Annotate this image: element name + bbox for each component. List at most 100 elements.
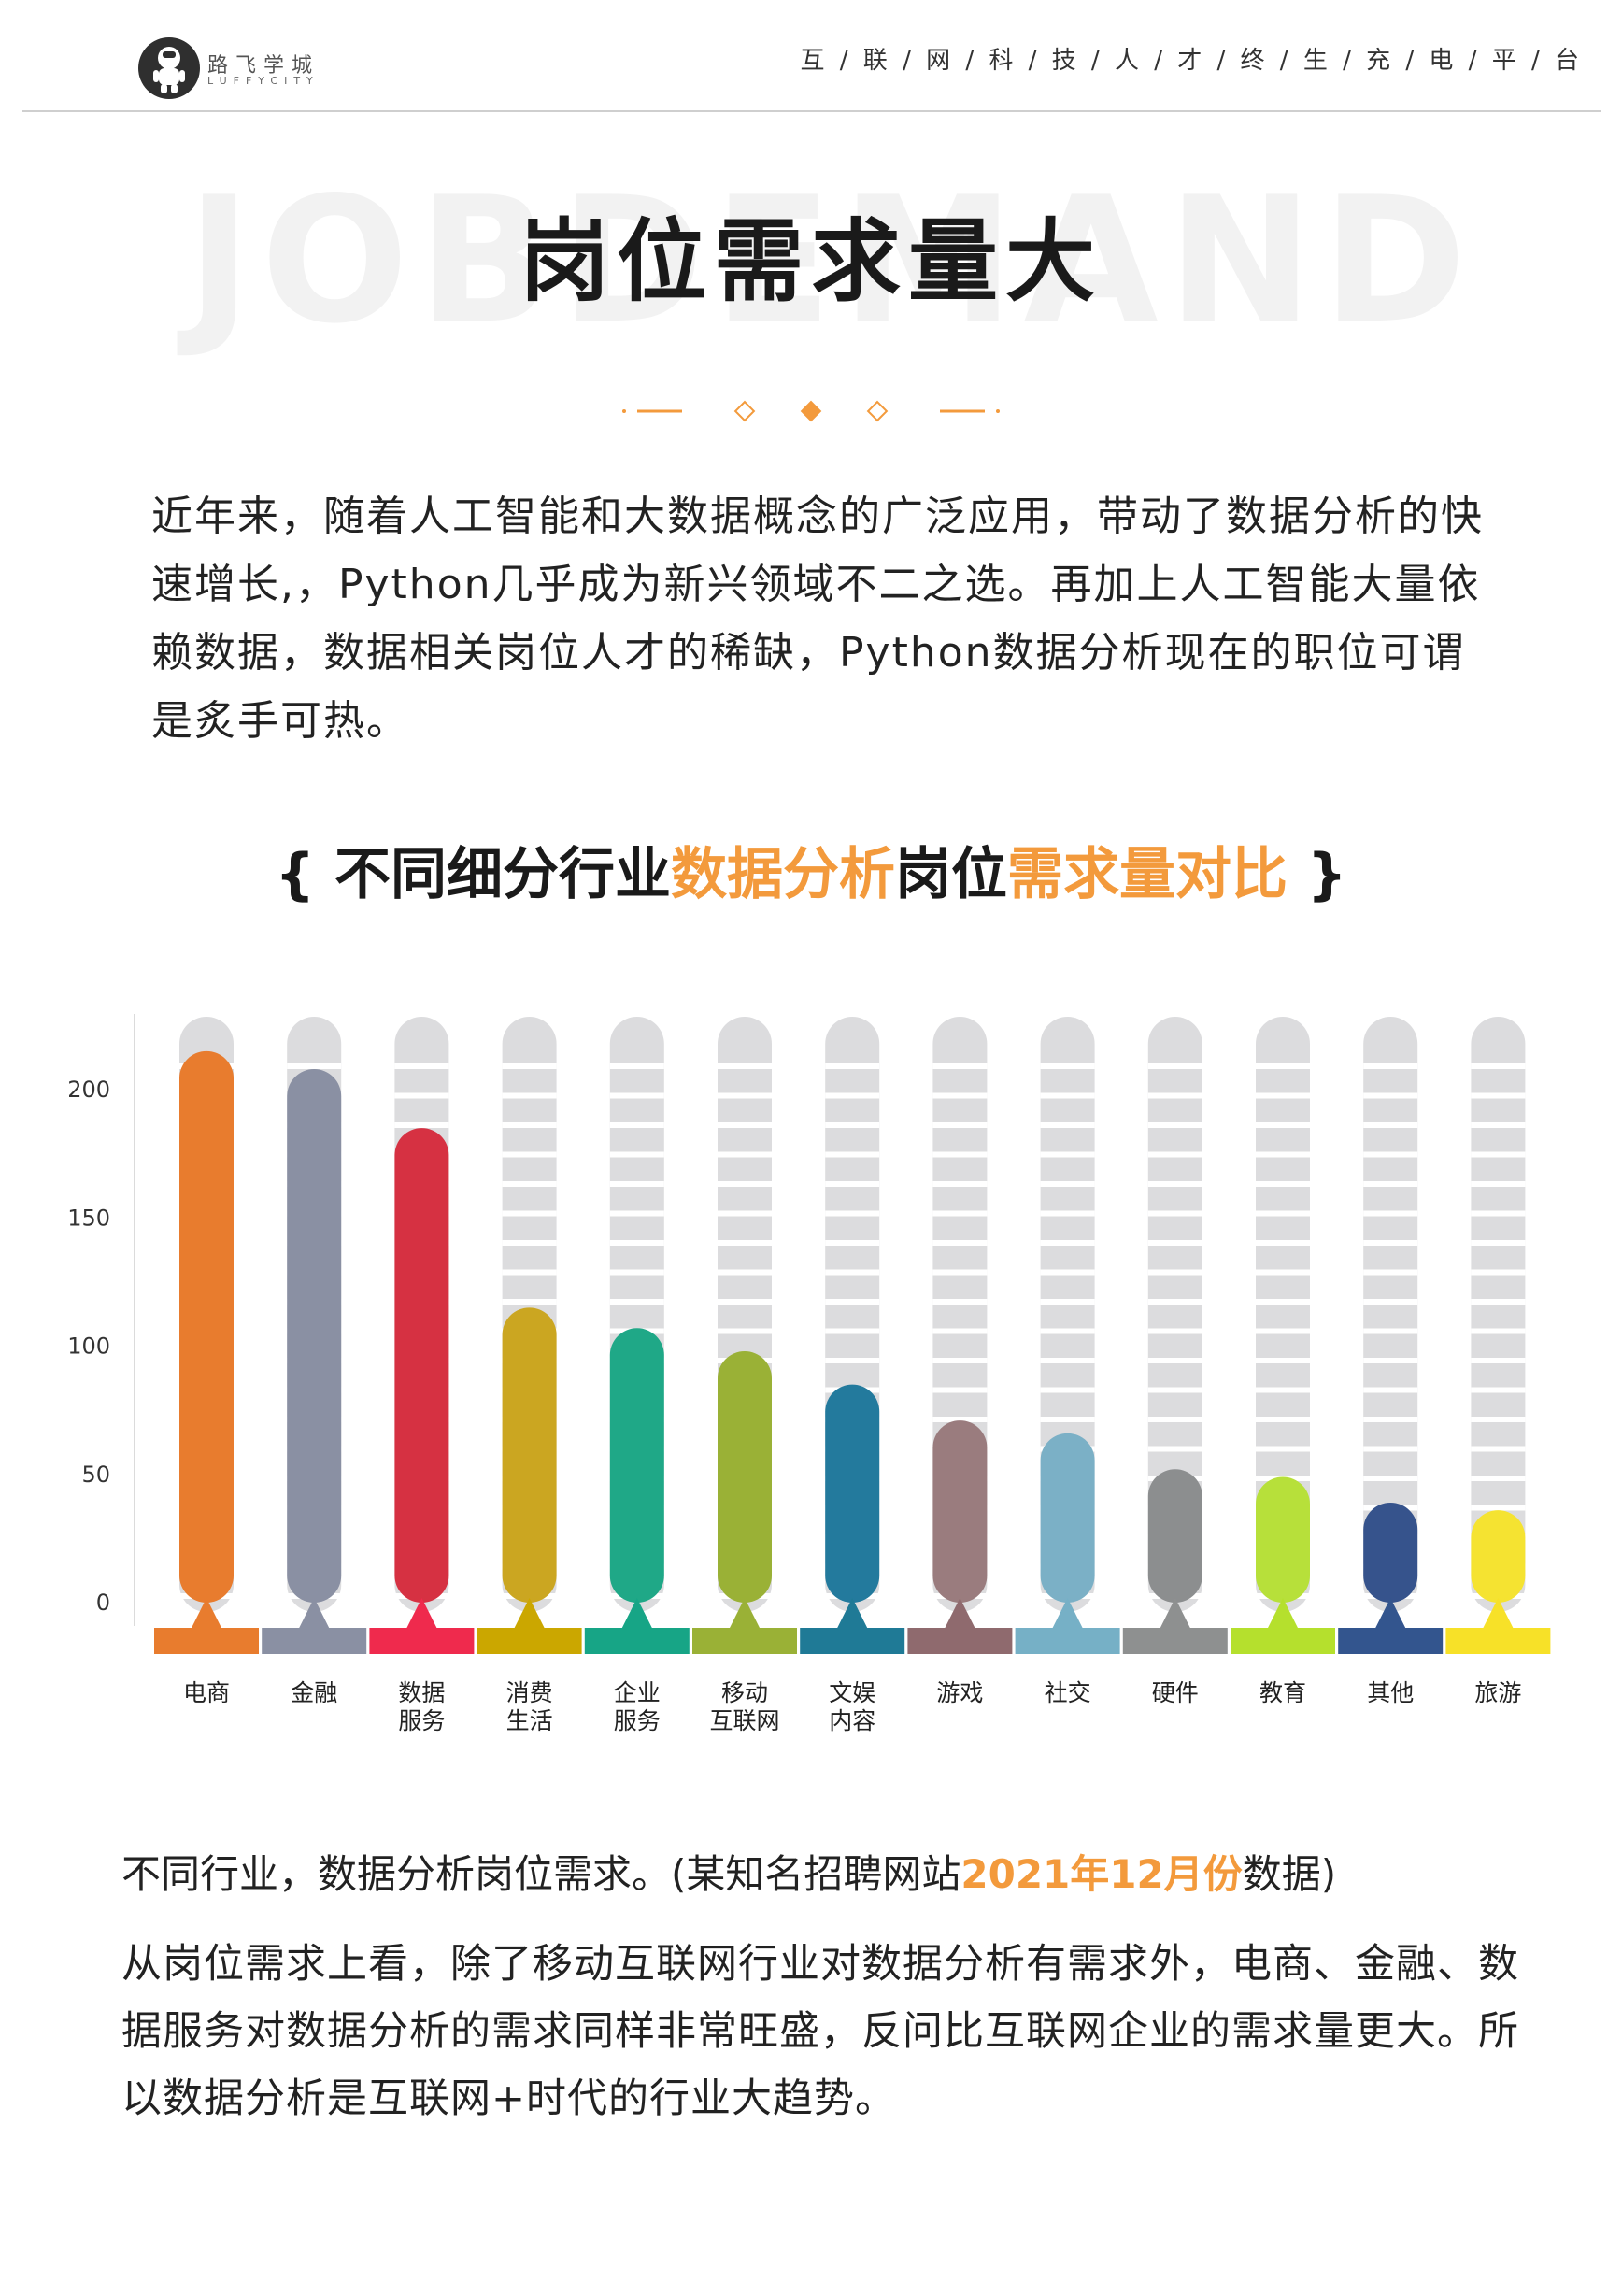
bar-track-stripe (609, 1210, 664, 1217)
bar-track-stripe (1363, 1063, 1418, 1069)
bar (825, 1384, 880, 1603)
brand-subtitle: LUFFYCITY (207, 75, 320, 87)
bar-track-stripe (1147, 1181, 1202, 1187)
bar-track-stripe (1363, 1417, 1418, 1422)
bar-track-stripe (1256, 1122, 1310, 1128)
header-divider (22, 110, 1601, 112)
caption-date-highlight: 2021年12月份 (960, 1851, 1243, 1897)
x-category-label: 社交 (1045, 1679, 1091, 1706)
section-title-part-1: 不同细分行业 (334, 842, 671, 907)
bar-track-stripe (1471, 1358, 1526, 1363)
ornament-diamond-outline-left (733, 400, 756, 422)
bar-track-stripe (718, 1328, 772, 1334)
bar-track-stripe (932, 1181, 988, 1187)
x-category-label: 旅游 (1474, 1679, 1521, 1706)
bar-track-stripe (1040, 1240, 1095, 1246)
bar-track-stripe (502, 1122, 557, 1128)
bar-track-stripe (609, 1092, 664, 1099)
bar-track-stripe (1363, 1446, 1418, 1452)
x-category-label: 数据 (398, 1679, 445, 1706)
bar-base (154, 1628, 259, 1654)
bar-track-stripe (932, 1328, 988, 1334)
bar-track-stripe (825, 1092, 880, 1099)
bar-track-stripe (1040, 1358, 1095, 1363)
bar-track-stripe (1147, 1328, 1202, 1334)
bar-track-stripe (1147, 1269, 1202, 1276)
bar-track-stripe (1471, 1092, 1526, 1099)
page-header: 路飞学城 LUFFYCITY 互 / 联 / 网 / 科 / 技 / 人 / 才… (0, 0, 1622, 114)
bar-track-stripe (1256, 1417, 1310, 1422)
x-category-label: 其他 (1367, 1679, 1414, 1706)
bar-track-stripe (932, 1417, 988, 1422)
x-category-label: 消费 (506, 1679, 553, 1706)
x-category-label: 硬件 (1152, 1679, 1199, 1706)
bar-track-stripe (1147, 1446, 1202, 1452)
bar-track-stripe (1363, 1299, 1418, 1305)
bar-track (1256, 1017, 1310, 1612)
bar-track-stripe (718, 1122, 772, 1128)
bar-track-stripe (609, 1063, 664, 1069)
bar-track-stripe (1363, 1240, 1418, 1246)
bar-base-pointer (298, 1598, 331, 1630)
bar-base-pointer (1482, 1598, 1515, 1630)
luffycity-logo[interactable] (138, 37, 200, 99)
bar-track-stripe (609, 1181, 664, 1187)
bar-track-stripe (394, 1122, 449, 1128)
bar-track-stripe (1040, 1092, 1095, 1099)
bar-track-stripe (1363, 1387, 1418, 1393)
bar-base (262, 1628, 367, 1654)
bar-base-pointer (1159, 1598, 1191, 1630)
bar-track-stripe (1363, 1328, 1418, 1334)
bar-track-stripe (718, 1210, 772, 1217)
bar-track-stripe (502, 1151, 557, 1158)
ornament-diamond-outline-right (866, 400, 889, 422)
bar (718, 1350, 772, 1603)
bar-track-stripe (1040, 1181, 1095, 1187)
bar-track-stripe (1363, 1476, 1418, 1481)
bar-track-stripe (1040, 1151, 1095, 1158)
bar-track-stripe (394, 1092, 449, 1099)
bar-base-pointer (1267, 1598, 1299, 1630)
bar (287, 1069, 342, 1603)
bar-track-stripe (1040, 1417, 1095, 1422)
bar-track-stripe (1147, 1417, 1202, 1422)
analysis-paragraph: 从岗位需求上看，除了移动互联网行业对数据分析有需求外，电商、金融、数据服务对数据… (121, 1941, 1519, 2122)
ornament-dot-left (622, 409, 626, 413)
x-category-label: 教育 (1259, 1679, 1306, 1706)
bar-track-stripe (825, 1210, 880, 1217)
bar-track-stripe (1471, 1122, 1526, 1128)
bar-track-stripe (1040, 1063, 1095, 1069)
y-tick-label: 100 (67, 1333, 110, 1360)
y-tick-label: 0 (96, 1590, 110, 1616)
bar-track-stripe (718, 1063, 772, 1069)
bar-track-stripe (1256, 1387, 1310, 1393)
bar-base-pointer (191, 1598, 222, 1630)
ornament-diamond-filled (800, 400, 822, 422)
bar-base-pointer (729, 1598, 761, 1630)
bar-track-stripe (718, 1269, 772, 1276)
bar-track-stripe (502, 1181, 557, 1187)
bar-base (692, 1628, 797, 1654)
bar-track-stripe (1040, 1210, 1095, 1217)
bar (1471, 1510, 1526, 1603)
bar-track-stripe (1147, 1387, 1202, 1393)
bar-track-stripe (1256, 1063, 1310, 1069)
bar-track-stripe (825, 1358, 880, 1363)
bar-track-stripe (502, 1240, 557, 1246)
bar-track (1147, 1017, 1202, 1612)
bar-track-stripe (718, 1151, 772, 1158)
bar-track-stripe (609, 1122, 664, 1128)
bar-track-stripe (1256, 1446, 1310, 1452)
bar-track-stripe (932, 1240, 988, 1246)
bar-track-stripe (1363, 1092, 1418, 1099)
ornament-dot-right (996, 409, 1000, 413)
bar-track-stripe (1040, 1299, 1095, 1305)
bar-track-stripe (932, 1387, 988, 1393)
section-title-open-brace: { (275, 842, 334, 907)
caption-text-a: 不同行业，数据分析岗位需求。(某知名招聘网站 (121, 1851, 961, 1897)
bar-track-stripe (609, 1151, 664, 1158)
bar-track-stripe (1040, 1328, 1095, 1334)
bar-track-stripe (609, 1299, 664, 1305)
bar-track-stripe (609, 1240, 664, 1246)
x-category-label: 内容 (829, 1707, 875, 1734)
